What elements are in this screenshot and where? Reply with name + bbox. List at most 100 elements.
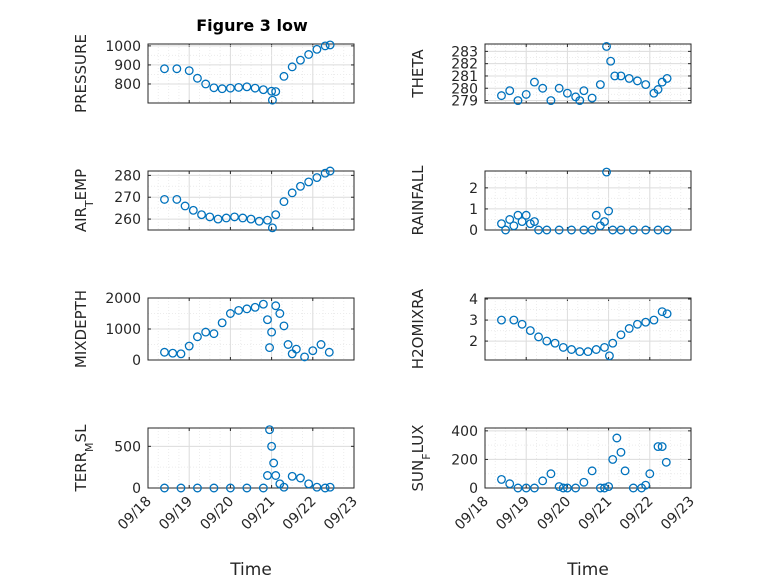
data-point bbox=[160, 194, 169, 204]
data-point bbox=[662, 225, 672, 235]
data-point bbox=[168, 348, 178, 358]
data-point bbox=[209, 83, 219, 93]
data-point bbox=[662, 73, 672, 83]
y-tick-label: 2 bbox=[469, 334, 478, 350]
y-tick-label: 279 bbox=[451, 94, 478, 110]
data-point bbox=[225, 309, 235, 318]
y-axis-label: AIRTEMP bbox=[72, 169, 96, 232]
data-point bbox=[295, 473, 305, 483]
y-tick-label: 0 bbox=[132, 353, 141, 369]
y-tick-label: 0 bbox=[469, 223, 478, 239]
data-point bbox=[213, 214, 223, 224]
data-point bbox=[649, 315, 659, 325]
x-tick-label: 09/20 bbox=[197, 494, 237, 534]
data-point bbox=[497, 219, 506, 229]
y-tick-label: 200 bbox=[451, 452, 478, 468]
y-tick-label: 0 bbox=[132, 481, 141, 497]
y-tick-label: 282 bbox=[451, 57, 478, 73]
data-point bbox=[172, 194, 182, 204]
y-tick-label: 280 bbox=[114, 168, 141, 184]
subplot-3: 260 270 280 AIRTEMP bbox=[72, 166, 355, 233]
data-point bbox=[661, 457, 671, 467]
data-point bbox=[287, 471, 297, 481]
data-point bbox=[513, 96, 523, 105]
data-point bbox=[254, 216, 264, 226]
y-axis-label: PRESSURE bbox=[72, 34, 90, 113]
data-point bbox=[271, 87, 281, 97]
data-point bbox=[529, 483, 539, 493]
data-point bbox=[176, 483, 186, 493]
axes-box bbox=[147, 43, 355, 104]
data-point bbox=[172, 64, 182, 74]
axes-border bbox=[147, 297, 355, 361]
data-point bbox=[325, 166, 335, 176]
y-tick-label: 500 bbox=[114, 439, 141, 455]
data-point bbox=[501, 225, 511, 235]
data-point bbox=[192, 332, 202, 342]
data-point bbox=[205, 212, 215, 222]
y-axis-label: THETA bbox=[409, 49, 427, 99]
data-point bbox=[238, 213, 248, 223]
x-tick-label: 09/21 bbox=[576, 494, 616, 534]
data-point bbox=[324, 347, 334, 357]
x-tick-label: 09/23 bbox=[321, 494, 361, 534]
data-point bbox=[325, 482, 335, 492]
data-point bbox=[201, 79, 211, 89]
data-point bbox=[320, 483, 330, 493]
data-point bbox=[579, 86, 589, 96]
data-point bbox=[575, 96, 585, 105]
subplot-4: 0 1 2 RAINFALL bbox=[409, 165, 692, 239]
data-point bbox=[275, 309, 285, 318]
data-point bbox=[521, 210, 531, 220]
data-point bbox=[587, 93, 597, 103]
subplot-7: 0 500 TERRMSL 09/18 09/19 09/20 09/21 09/22 09/2… bbox=[72, 424, 361, 580]
data-point bbox=[558, 483, 568, 493]
data-point bbox=[246, 214, 256, 224]
data-point bbox=[271, 301, 281, 311]
subplot-5: 0 1000 2000 MIXDEPTH bbox=[72, 290, 355, 369]
y-tick-label: 900 bbox=[114, 58, 141, 74]
y-tick-label: 281 bbox=[451, 69, 478, 85]
data-point bbox=[192, 483, 202, 493]
data-point bbox=[517, 319, 527, 329]
data-point bbox=[217, 318, 227, 328]
x-tick-label: 09/19 bbox=[156, 494, 196, 534]
data-point bbox=[320, 41, 330, 51]
data-point bbox=[258, 299, 268, 309]
data-point bbox=[316, 340, 326, 349]
data-point bbox=[595, 483, 605, 493]
data-point bbox=[180, 201, 190, 211]
data-point bbox=[250, 302, 260, 312]
axes-border bbox=[484, 43, 692, 104]
data-point bbox=[217, 84, 227, 94]
data-point bbox=[517, 217, 527, 227]
y-axis-label: TERRMSL bbox=[72, 424, 96, 493]
data-point bbox=[604, 351, 614, 361]
data-point bbox=[632, 319, 642, 329]
data-point bbox=[250, 83, 260, 93]
subplot-6: 2 3 4 H2OMIXRA bbox=[409, 288, 692, 369]
data-point bbox=[242, 82, 252, 92]
axes-border bbox=[147, 43, 355, 104]
x-tick-label: 09/19 bbox=[493, 494, 533, 534]
axes-box bbox=[147, 170, 355, 231]
data-point bbox=[295, 181, 305, 191]
data-point bbox=[554, 83, 564, 93]
data-point bbox=[225, 83, 235, 93]
data-point bbox=[509, 221, 519, 231]
data-point bbox=[267, 95, 277, 105]
data-point bbox=[263, 215, 272, 225]
data-point bbox=[600, 342, 609, 352]
data-point bbox=[602, 167, 611, 177]
data-point bbox=[616, 225, 626, 235]
data-point bbox=[287, 188, 297, 198]
data-point bbox=[616, 447, 626, 457]
data-point bbox=[320, 168, 330, 178]
data-point bbox=[258, 483, 268, 493]
data-point bbox=[653, 85, 663, 94]
data-point bbox=[291, 344, 301, 354]
data-point bbox=[283, 340, 293, 349]
axes-box bbox=[484, 170, 692, 231]
